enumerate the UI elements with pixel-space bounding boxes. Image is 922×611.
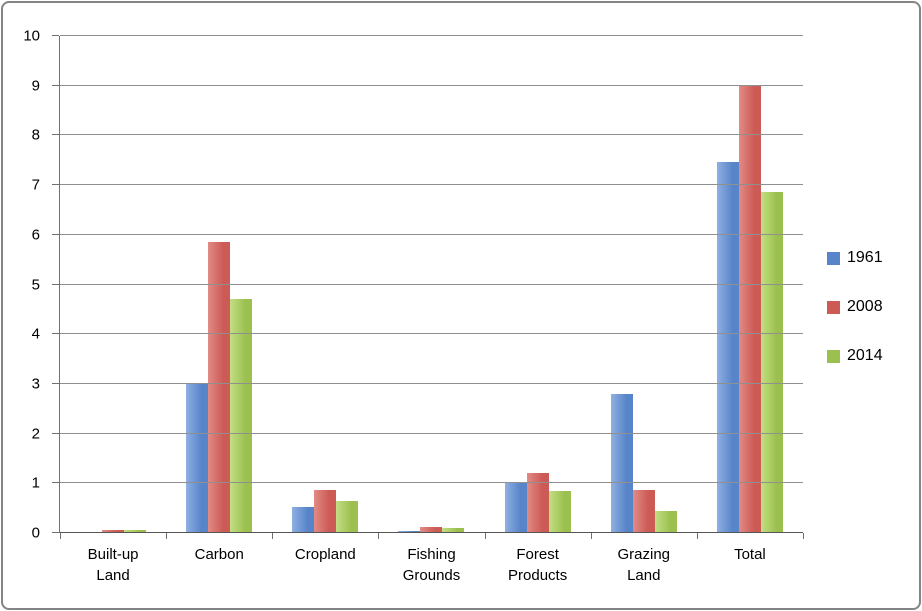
gridline-9 (60, 84, 803, 86)
y-tick-6 (52, 233, 59, 235)
bar-2008-category-5 (632, 489, 655, 533)
bar-2008-category-1 (208, 242, 231, 533)
legend-item-2008: 2008 (827, 298, 883, 316)
bar-1961-category-2 (292, 507, 315, 533)
x-tick-5 (590, 533, 592, 539)
bar-group-4 (485, 36, 591, 533)
bar-group-3 (378, 36, 484, 533)
y-tick-label-10: 10 (23, 27, 40, 45)
x-category-label-5: Grazing Land (617, 546, 671, 584)
bar-2014-category-0 (124, 530, 147, 533)
gridline-7 (60, 184, 803, 186)
y-axis-labels: 0 1 2 3 4 5 6 7 8 9 10 (3, 29, 52, 541)
x-tick-6 (696, 533, 698, 539)
x-tick-4 (484, 533, 486, 539)
bar-1961-category-3 (398, 530, 421, 533)
gridline-8 (60, 134, 803, 136)
legend-item-1961: 1961 (827, 249, 883, 267)
y-tick-label-7: 7 (31, 176, 40, 194)
x-axis-labels: Built-up Land Carbon Cropland Fishing Groun… (60, 544, 803, 586)
gridline-1 (60, 482, 803, 484)
bar-group-5 (591, 36, 697, 533)
y-tick-label-8: 8 (31, 126, 40, 144)
y-tick-2 (52, 432, 59, 434)
y-tick-label-5: 5 (31, 276, 40, 293)
legend-marker-2014 (827, 349, 840, 363)
y-tick-7 (52, 184, 59, 186)
gridline-3 (60, 382, 803, 384)
bar-1961-category-5 (610, 393, 633, 533)
bar-2008-category-2 (314, 489, 337, 533)
gridline-2 (60, 432, 803, 434)
bar-2008-category-0 (102, 530, 125, 533)
x-category-label-2: Cropland (294, 546, 356, 563)
bar-group-6 (697, 36, 803, 533)
y-tick-3 (52, 382, 59, 384)
bar-2008-category-3 (420, 527, 443, 533)
bar-1961-category-1 (186, 383, 209, 533)
bar-2008-category-6 (738, 85, 761, 533)
bar-2014-category-5 (654, 510, 677, 533)
y-tick-5 (52, 283, 59, 285)
y-tick-8 (52, 134, 59, 136)
x-category-label-0: Built-up Land (87, 546, 139, 584)
gridline-6 (60, 233, 803, 235)
y-tick-4 (52, 333, 59, 335)
y-tick-label-0: 0 (31, 524, 40, 542)
y-tick-label-4: 4 (31, 325, 40, 343)
x-tick-3 (378, 533, 380, 539)
legend-label-2014: 2014 (847, 347, 883, 364)
legend-label-2008: 2008 (847, 298, 883, 315)
x-category-label-4: Forest Products (508, 546, 568, 584)
x-tick-2 (272, 533, 274, 539)
x-tick-1 (166, 533, 168, 539)
x-tick-0 (60, 533, 61, 539)
bar-1961-category-4 (504, 482, 527, 533)
x-category-label-1: Carbon (194, 546, 244, 563)
y-tick-10 (52, 35, 59, 36)
gridline-0 (60, 532, 803, 533)
y-tick-label-3: 3 (31, 375, 40, 393)
bar-group-1 (166, 36, 272, 533)
y-tick-label-1: 1 (31, 474, 40, 492)
legend-marker-2008 (827, 300, 840, 314)
y-tick-1 (52, 482, 59, 484)
legend-label-1961: 1961 (847, 249, 883, 266)
gridline-10 (60, 35, 803, 36)
legend-item-2014: 2014 (827, 347, 883, 365)
x-category-label-6: Total (734, 546, 766, 563)
x-category-label-3: Fishing Grounds (402, 546, 461, 584)
bar-2014-category-1 (230, 299, 253, 533)
bar-2014-category-4 (548, 490, 571, 533)
y-tick-label-9: 9 (31, 77, 40, 95)
bar-2014-category-3 (442, 528, 465, 533)
bar-1961-category-6 (716, 161, 739, 533)
plot-area (52, 35, 804, 539)
bar-2008-category-4 (526, 473, 549, 533)
legend: 1961 2008 2014 (827, 249, 883, 365)
y-tick-9 (52, 84, 59, 86)
bar-2014-category-2 (336, 500, 359, 533)
gridline-4 (60, 333, 803, 335)
y-tick-label-6: 6 (31, 226, 40, 244)
bar-group-0 (60, 36, 166, 533)
y-axis-line (59, 36, 60, 533)
y-tick-label-2: 2 (31, 425, 40, 443)
x-tick-end (803, 533, 804, 539)
bar-group-2 (272, 36, 378, 533)
bar-groups (60, 36, 803, 533)
legend-marker-1961 (827, 251, 840, 265)
y-tick-0 (52, 532, 59, 533)
gridline-5 (60, 283, 803, 285)
bar-2014-category-6 (760, 191, 783, 533)
